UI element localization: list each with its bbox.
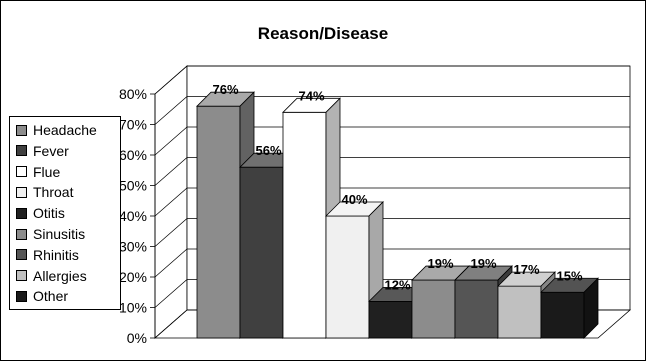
legend-swatch: [16, 290, 27, 302]
bar-side: [583, 277, 599, 339]
legend-label: Flue: [33, 163, 61, 180]
data-label: 40%: [341, 192, 367, 207]
data-label: 19%: [427, 256, 453, 271]
legend-swatch: [16, 270, 27, 282]
bar-front: [239, 166, 284, 339]
legend-item: Headache: [16, 121, 97, 139]
data-label: 12%: [384, 277, 410, 292]
data-label: 17%: [513, 262, 539, 277]
legend-item: Otitis: [16, 204, 65, 222]
bar-front: [325, 215, 370, 339]
gridline: [154, 126, 630, 156]
legend-label: Sinusitis: [33, 226, 86, 242]
y-tick-label: 70%: [119, 117, 147, 133]
y-tick-label: 40%: [119, 208, 147, 224]
data-label: 74%: [298, 88, 324, 103]
legend-item: Other: [16, 287, 68, 305]
data-label: 15%: [556, 268, 582, 283]
legend-item: Flue: [16, 163, 60, 181]
legend-swatch: [16, 186, 27, 198]
bar-front: [411, 279, 456, 339]
legend-item: Throat: [16, 183, 73, 201]
legend: Headache Fever Flue Throat Otitis Sinusitis Rh…: [9, 116, 121, 310]
legend-label: Headache: [33, 122, 97, 138]
gridline: [154, 65, 630, 95]
data-label: 19%: [470, 256, 496, 271]
y-tick-label: 20%: [119, 269, 147, 285]
legend-swatch: [16, 145, 27, 157]
gridline: [154, 218, 630, 247]
y-tick-label: 50%: [119, 178, 147, 194]
data-label: 56%: [255, 143, 281, 158]
gridline: [154, 96, 630, 125]
bar-front: [540, 291, 585, 339]
legend-label: Fever: [33, 142, 69, 159]
y-tick-label: 30%: [119, 239, 147, 255]
gridline: [154, 157, 630, 186]
y-axis-ticks: 0% 10% 20% 30% 40% 50% 60% 70% 80%: [119, 86, 156, 346]
legend-swatch: [16, 249, 27, 261]
bar-front: [497, 285, 542, 339]
legend-label: Allergies: [33, 267, 87, 284]
bar-front: [454, 279, 499, 339]
legend-swatch: [16, 124, 27, 136]
legend-swatch: [16, 166, 27, 178]
legend-item: Allergies: [16, 267, 87, 285]
gridline: [154, 187, 630, 217]
legend-label: Other: [33, 288, 69, 305]
bars: [196, 91, 599, 339]
legend-item: Fever: [16, 142, 69, 160]
legend-item: Sinusitis: [16, 225, 85, 243]
bar-front: [368, 300, 413, 339]
legend-swatch: [16, 207, 27, 219]
legend-swatch: [16, 228, 27, 240]
gridline: [154, 248, 630, 278]
chart-title: Reason/Disease: [257, 24, 389, 43]
bar-front: [196, 105, 241, 339]
bar-front: [282, 111, 327, 339]
data-label: 76%: [212, 82, 238, 97]
y-tick-label: 80%: [119, 86, 147, 102]
legend-item: Rhinitis: [16, 246, 79, 264]
bar-other: [540, 277, 599, 339]
y-tick-label: 0%: [127, 330, 147, 346]
legend-label: Throat: [33, 184, 74, 201]
legend-label: Otitis: [33, 205, 65, 222]
y-tick-label: 10%: [119, 300, 147, 316]
legend-label: Rhinitis: [33, 246, 79, 263]
data-labels: 76% 56% 74% 40% 12% 19% 19% 17% 15%: [212, 82, 582, 292]
y-tick-label: 60%: [119, 147, 147, 163]
